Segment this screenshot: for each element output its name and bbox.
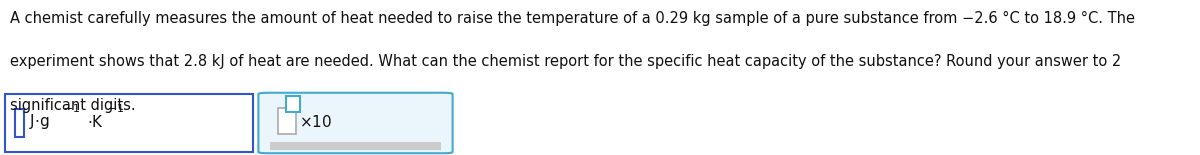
Bar [5, 94, 253, 152]
Text: $\cdot$K: $\cdot$K [88, 114, 104, 130]
Text: J$\cdot$g: J$\cdot$g [29, 112, 49, 131]
Text: $-$1: $-$1 [64, 102, 80, 114]
Bar [14, 109, 24, 137]
Text: $-$1: $-$1 [107, 102, 125, 114]
Text: $\times$10: $\times$10 [299, 114, 332, 130]
Bar [278, 108, 296, 134]
Bar [270, 142, 442, 150]
Text: experiment shows that 2.8 kJ of heat are needed. What can the chemist report for: experiment shows that 2.8 kJ of heat are… [10, 54, 1121, 69]
Bar [286, 96, 300, 112]
Text: significant digits.: significant digits. [10, 98, 136, 113]
FancyBboxPatch shape [258, 93, 452, 153]
Text: A chemist carefully measures the amount of heat needed to raise the temperature : A chemist carefully measures the amount … [10, 11, 1135, 26]
